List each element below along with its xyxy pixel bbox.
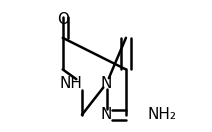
Text: NH: NH bbox=[59, 76, 82, 91]
Text: O: O bbox=[57, 12, 69, 27]
Text: NH₂: NH₂ bbox=[148, 107, 177, 122]
Text: N: N bbox=[101, 76, 112, 91]
Text: N: N bbox=[101, 107, 112, 122]
